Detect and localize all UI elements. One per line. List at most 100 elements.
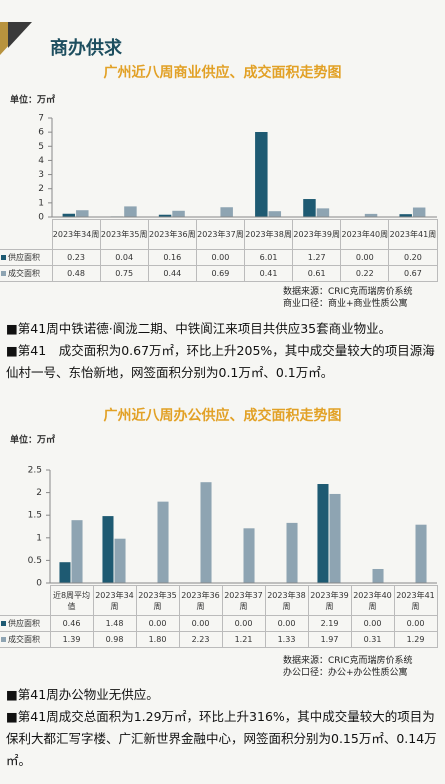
y-tick-label: 0 (38, 213, 44, 221)
table-value: 1.29 (393, 631, 438, 648)
table-value: 0.00 (340, 249, 390, 266)
legend-swatch (1, 271, 6, 276)
table-value: 0.44 (147, 265, 197, 282)
bar (220, 207, 233, 217)
paragraph: ■第41周办公物业无供应。 (6, 687, 159, 702)
table-value: 1.48 (92, 615, 137, 632)
chart: 单位：万㎡ 0 0.5 1 1.5 2 2.5 (10, 434, 437, 586)
header-icon (8, 22, 32, 48)
source-line: 数据来源：CRIC克而瑞房价系统 (283, 287, 413, 297)
corner-cell (0, 586, 50, 616)
legend-entry: 成交面积 (0, 631, 51, 648)
bar (59, 562, 71, 583)
col (136, 586, 179, 648)
source-line: 办公口径：办公+办公性质公寓 (283, 668, 408, 678)
table-value: 0.69 (195, 265, 246, 282)
legend-swatch (1, 621, 6, 626)
col (222, 586, 265, 648)
legend-swatch (1, 637, 6, 642)
table-value: 0.20 (388, 249, 438, 266)
header-row: 近8周平均值 2023年34周 2023年35周 2023年36周 2023年37周 20… (0, 585, 438, 616)
bar (415, 524, 427, 583)
table-value: 1.33 (264, 631, 309, 648)
col (351, 586, 394, 648)
col (50, 586, 93, 648)
bar (243, 528, 255, 583)
x-tick-label: 2023年39周 (307, 585, 352, 616)
x-tick-label: 2023年35周 (135, 585, 180, 616)
col-group (0, 586, 437, 648)
bar (303, 199, 316, 217)
x-tick-label: 2023年41周 (393, 585, 438, 616)
legend-label: 供应面积 (8, 619, 40, 628)
table-value: 0.00 (221, 615, 266, 632)
table-value: 1.27 (292, 249, 342, 266)
y-tick-label: 2 (36, 488, 42, 498)
table-value: 0.00 (350, 615, 395, 632)
table-value: 0.61 (292, 265, 342, 282)
bar (364, 213, 378, 217)
bar (71, 520, 83, 583)
chart-title: 广州近八周商业供应、成交面积走势图 (103, 65, 342, 81)
source-line: 数据来源：CRIC克而瑞房价系统 (283, 656, 413, 666)
y-tick-label: 2 (38, 184, 44, 194)
table-value: 6.01 (243, 249, 294, 266)
unit-label: 单位：万㎡ (10, 94, 55, 106)
col (341, 220, 389, 282)
legend-swatch (1, 255, 6, 260)
data-row: 成交面积 1.39 0.98 1.80 2.23 1.21 1.33 1.97 0.31 1.29 (0, 631, 438, 648)
paragraph: ■第41周中铁诺德·阆泷二期、中铁阆江来项目共供应35套商业物业。 (6, 321, 392, 336)
header-row: 2023年34周 2023年35周 2023年36周 2023年37周 2023年38周… (0, 219, 438, 250)
bar (62, 213, 76, 217)
table-value: 1.97 (307, 631, 352, 648)
table-value: 0.04 (99, 249, 149, 266)
col (389, 220, 437, 282)
x-tick-label: 2023年37周 (195, 219, 246, 250)
data-table: 2023年34周 2023年35周 2023年36周 2023年37周 2023年38周… (0, 219, 438, 282)
y-tick-label: 1.5 (28, 511, 42, 521)
y-tick-label: 1 (36, 533, 42, 543)
x-tick-label: 2023年39周 (292, 219, 342, 250)
col (394, 586, 437, 648)
y-tick-label: 6 (38, 128, 44, 138)
table-value: 0.00 (135, 615, 180, 632)
unit-label: 单位：万㎡ (10, 434, 55, 446)
x-tick-label: 2023年38周 (243, 219, 294, 250)
y-tick-label: 2.5 (28, 466, 42, 476)
bar (114, 538, 126, 583)
x-tick-label: 2023年34周 (92, 585, 137, 616)
y-tick-label: 5 (38, 142, 44, 152)
bar (286, 522, 298, 583)
col (0, 220, 52, 282)
x-tick-label: 2023年36周 (147, 219, 197, 250)
bar (172, 210, 185, 217)
col (52, 220, 100, 282)
table-value: 0.22 (340, 265, 390, 282)
y-tick-label: 4 (38, 156, 44, 166)
legend-label: 成交面积 (8, 269, 40, 278)
chart: 单位：万㎡ 0 1 2 3 4 5 6 7 (10, 94, 437, 221)
x-tick-label: 近8周平均值 (49, 585, 94, 616)
bar (158, 214, 172, 217)
bar (372, 568, 384, 583)
legend-entry: 供应面积 (0, 249, 53, 266)
bar (399, 214, 412, 217)
table-value: 0.00 (264, 615, 309, 632)
legend-entry: 供应面积 (0, 615, 51, 632)
col (0, 586, 50, 648)
table-value: 1.39 (49, 631, 94, 648)
col (308, 586, 351, 648)
commentary: ■第41周中铁诺德·阆泷二期、中铁阆江来项目共供应35套商业物业。 ■第41 成… (6, 318, 438, 384)
data-row: 成交面积 0.48 0.75 0.44 0.69 0.41 0.61 0.22 0.67 (0, 265, 438, 282)
bar (157, 501, 169, 583)
table-value: 0.23 (51, 249, 101, 266)
x-tick-label: 2023年34周 (51, 219, 101, 250)
col (148, 220, 196, 282)
data-table: 近8周平均值 2023年34周 2023年35周 2023年36周 2023年37周 20… (0, 585, 438, 648)
col (100, 220, 148, 282)
bar (329, 493, 341, 583)
table-value: 0.75 (99, 265, 149, 282)
data-row: 供应面积 0.46 1.48 0.00 0.00 0.00 0.00 2.19 0.00 0.00 (0, 615, 438, 632)
